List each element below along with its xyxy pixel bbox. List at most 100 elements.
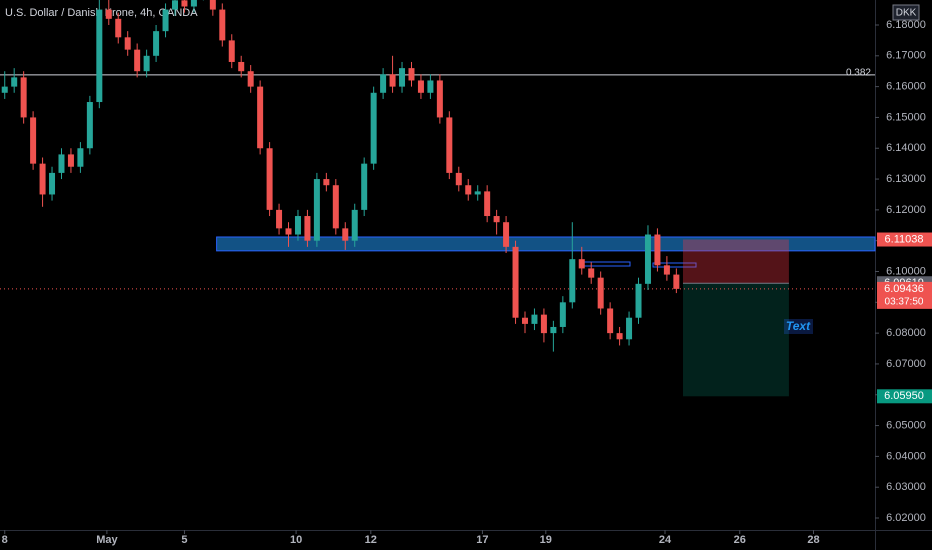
candle-body — [105, 9, 112, 19]
y-tick-label: 6.17000 — [886, 50, 926, 62]
x-tick-label: 28 — [807, 534, 819, 546]
y-tick-label: 6.07000 — [886, 358, 926, 370]
drawing-box — [652, 262, 697, 268]
candle-body — [493, 216, 500, 223]
y-tick-label: 6.16000 — [886, 81, 926, 93]
candle-body — [77, 148, 84, 167]
x-tick-label: 10 — [290, 534, 302, 546]
x-tick-label: 5 — [181, 534, 187, 546]
x-tick-label: May — [96, 534, 118, 546]
candle-body — [342, 228, 349, 241]
candle-body — [522, 317, 528, 324]
candle-body — [417, 80, 424, 93]
candle-body — [30, 117, 37, 164]
last-price-label: 6.09436 — [884, 283, 924, 295]
candle-body — [446, 117, 453, 173]
candle-body — [399, 68, 406, 87]
support-zone — [216, 236, 876, 252]
candle-body — [285, 228, 292, 235]
candle-body — [332, 185, 339, 229]
candle-body — [588, 268, 595, 278]
candle-body — [39, 163, 46, 195]
candle-body — [228, 40, 235, 62]
x-tick-label: 8 — [2, 534, 8, 546]
risk-area — [682, 239, 789, 284]
annotation-text: Text — [786, 319, 811, 333]
target-tag-label: 6.05950 — [884, 390, 924, 402]
y-tick-label: 6.14000 — [886, 142, 926, 154]
candle-body — [644, 234, 651, 284]
x-tick-label: 17 — [476, 534, 488, 546]
currency-label: DKK — [896, 8, 917, 19]
annotation-box — [784, 319, 813, 334]
x-tick-label: 26 — [734, 534, 746, 546]
candle-body — [143, 55, 150, 72]
reward-area — [682, 283, 789, 397]
candle-body — [96, 9, 103, 103]
countdown-label: 03:37:50 — [885, 297, 924, 308]
candle-body — [323, 179, 330, 186]
candle-body — [266, 148, 273, 210]
candle-body — [427, 80, 434, 93]
stop-tag — [877, 232, 932, 247]
y-tick-label: 6.18000 — [886, 19, 926, 31]
candle-body — [578, 259, 585, 269]
candle-body — [1, 86, 8, 93]
candle-body — [313, 179, 320, 241]
candle-body — [134, 49, 141, 72]
candle-body — [361, 163, 368, 210]
candle-body — [124, 37, 131, 50]
x-tick-label: 19 — [540, 534, 552, 546]
candle-body — [569, 259, 576, 303]
candle-body — [58, 154, 65, 173]
x-tick-label: 12 — [365, 534, 377, 546]
candle-body — [474, 191, 481, 195]
y-tick-label: 6.03000 — [886, 481, 926, 493]
candle-body — [11, 77, 18, 87]
y-tick-label: 6.13000 — [886, 173, 926, 185]
candle-body — [616, 333, 623, 340]
candle-body — [238, 61, 245, 72]
candle-body — [219, 9, 226, 41]
candle-body — [257, 86, 264, 149]
candle-body — [673, 274, 680, 289]
candle-body — [550, 326, 557, 334]
candle-body — [86, 102, 93, 149]
candle-body — [49, 172, 56, 195]
candle-body — [172, 0, 178, 10]
candle-body — [380, 74, 387, 93]
y-tick-label: 6.05000 — [886, 419, 926, 431]
candle-body — [635, 283, 642, 318]
candle-body — [663, 265, 670, 275]
candle-body — [247, 71, 254, 87]
candle-body — [465, 185, 472, 195]
candle-body — [512, 246, 519, 318]
y-tick-label: 6.04000 — [886, 450, 926, 462]
y-tick-label: 6.02000 — [886, 512, 926, 524]
candle-body — [294, 216, 301, 235]
candle-body — [304, 216, 311, 241]
candle-body — [181, 0, 188, 7]
candle-body — [153, 31, 160, 56]
candle-body — [455, 172, 462, 186]
candle-body — [351, 209, 358, 241]
candle-body — [436, 80, 443, 118]
candle-body — [209, 0, 216, 10]
x-tick-label: 24 — [659, 534, 672, 546]
candle-body — [540, 314, 547, 334]
candle-body — [20, 77, 27, 118]
stop-tag-label: 6.11038 — [885, 233, 924, 245]
candle-body — [370, 92, 377, 164]
candle-body — [597, 277, 604, 309]
candle-body — [162, 9, 169, 32]
candle-body — [607, 308, 614, 334]
candle-body — [626, 317, 633, 340]
candle-body — [654, 234, 661, 266]
y-tick-label: 6.10000 — [886, 265, 926, 277]
y-tick-label: 6.08000 — [886, 327, 926, 339]
target-tag — [877, 389, 932, 404]
candle-body — [389, 74, 396, 87]
candle-body — [276, 209, 283, 229]
y-tick-label: 6.15000 — [886, 111, 926, 123]
